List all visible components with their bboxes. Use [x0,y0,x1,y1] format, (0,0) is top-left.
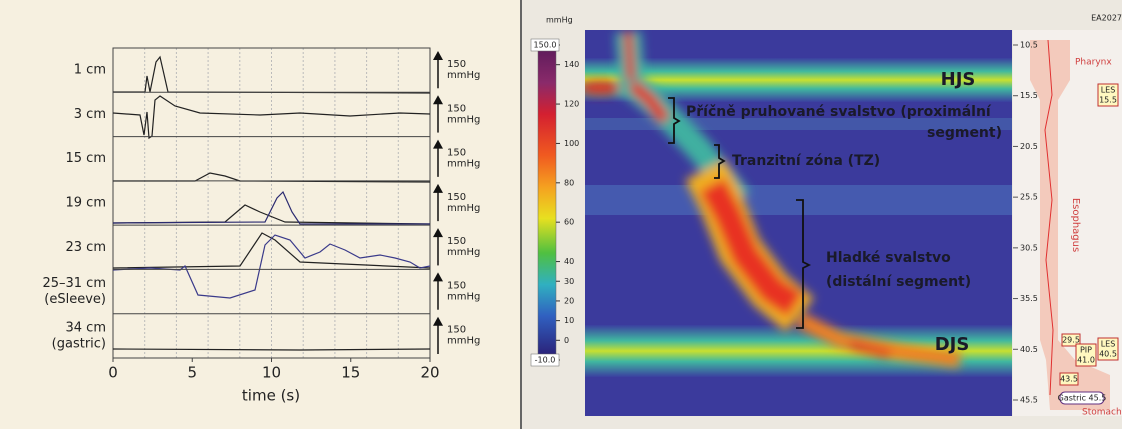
label: Pharynx [1075,58,1112,68]
scale-unit: mmHg [447,291,480,302]
scale-value: 150 [447,280,466,291]
scale-value: 150 [447,59,466,70]
scale-value: 150 [447,236,466,247]
colorbar-tick-label: 80 [564,178,574,187]
colorbar-tick-label: 140 [564,60,579,69]
annotation: segment) [927,125,1002,141]
x-tick-label: 5 [187,364,197,382]
depth-label: 40.5 [1020,345,1038,354]
colorbar-tick-label: 30 [564,277,574,286]
channel-label: 15 cm [66,151,107,166]
figure: 1 cm150mmHg3 cm150mmHg15 cm150mmHg19 cm1… [0,0,1122,429]
label: LES [1101,86,1116,95]
annotation: Hladké svalstvo [826,250,951,266]
colorbar [538,45,556,360]
depth-label: 25.5 [1020,193,1038,202]
channel-label: 34 cm [66,320,107,335]
x-axis-label: time (s) [242,387,300,405]
colorbar-tick-label: 40 [564,257,574,266]
colorbar-tick-label: 10 [564,316,574,325]
colorbar-tick-label: 100 [564,139,579,148]
channel-label: 1 cm [74,63,106,78]
colorbar-tick-label: 0 [564,336,569,345]
annotation: Tranzitní zóna (TZ) [732,153,880,169]
channel-label: 25–31 cm [42,276,106,291]
label: 41.0 [1077,356,1095,365]
annotation: DJS [935,334,970,355]
channel-label: (eSleeve) [44,292,106,307]
label: 15.5 [1099,96,1117,105]
colorbar-tick-label: 20 [564,296,574,305]
label: 29.5 [1062,336,1080,345]
depth-label: 20.5 [1020,142,1038,151]
colorbar-tick-label: 60 [564,218,574,227]
scale-unit: mmHg [447,336,480,347]
scale-unit: mmHg [447,203,480,214]
record-id: EA2027 [1091,14,1122,23]
scale-unit: mmHg [447,114,480,125]
colorbar-unit: mmHg [546,16,573,25]
label: 43.5 [1060,375,1078,384]
scale-unit: mmHg [447,247,480,258]
label: Stomach [1082,408,1122,418]
scale-value: 150 [447,192,466,203]
annotation: (distální segment) [826,274,971,290]
x-tick-label: 10 [262,364,281,382]
depth-label: 10.5 [1020,41,1038,50]
channel-label: (gastric) [52,336,106,351]
label: Esophagus [1070,198,1081,252]
label: LES [1101,340,1116,349]
colorbar-tick-label: 150.0 [534,41,557,50]
channel-label: 19 cm [66,196,107,211]
colorbar-tick-label: 120 [564,100,579,109]
channel-label: 23 cm [66,240,107,255]
x-tick-label: 0 [108,364,118,382]
colorbar-tick-label: -10.0 [535,356,556,365]
x-tick-label: 15 [341,364,360,382]
annotation: HJS [941,69,976,90]
annotation: Příčně pruhované svalstvo (proximální [686,104,992,120]
scale-value: 150 [447,325,466,336]
scale-unit: mmHg [447,70,480,81]
depth-label: 30.5 [1020,243,1038,252]
scale-value: 150 [447,103,466,114]
label: 40.5 [1099,350,1117,359]
channel-label: 3 cm [74,107,106,122]
depth-label: 15.5 [1020,91,1038,100]
depth-label: 35.5 [1020,294,1038,303]
label: PIP [1080,346,1092,355]
depth-label: 45.5 [1020,396,1038,405]
x-tick-label: 20 [420,364,439,382]
scale-value: 150 [447,148,466,159]
scale-unit: mmHg [447,159,480,170]
label: Gastric 45.5 [1058,394,1107,403]
